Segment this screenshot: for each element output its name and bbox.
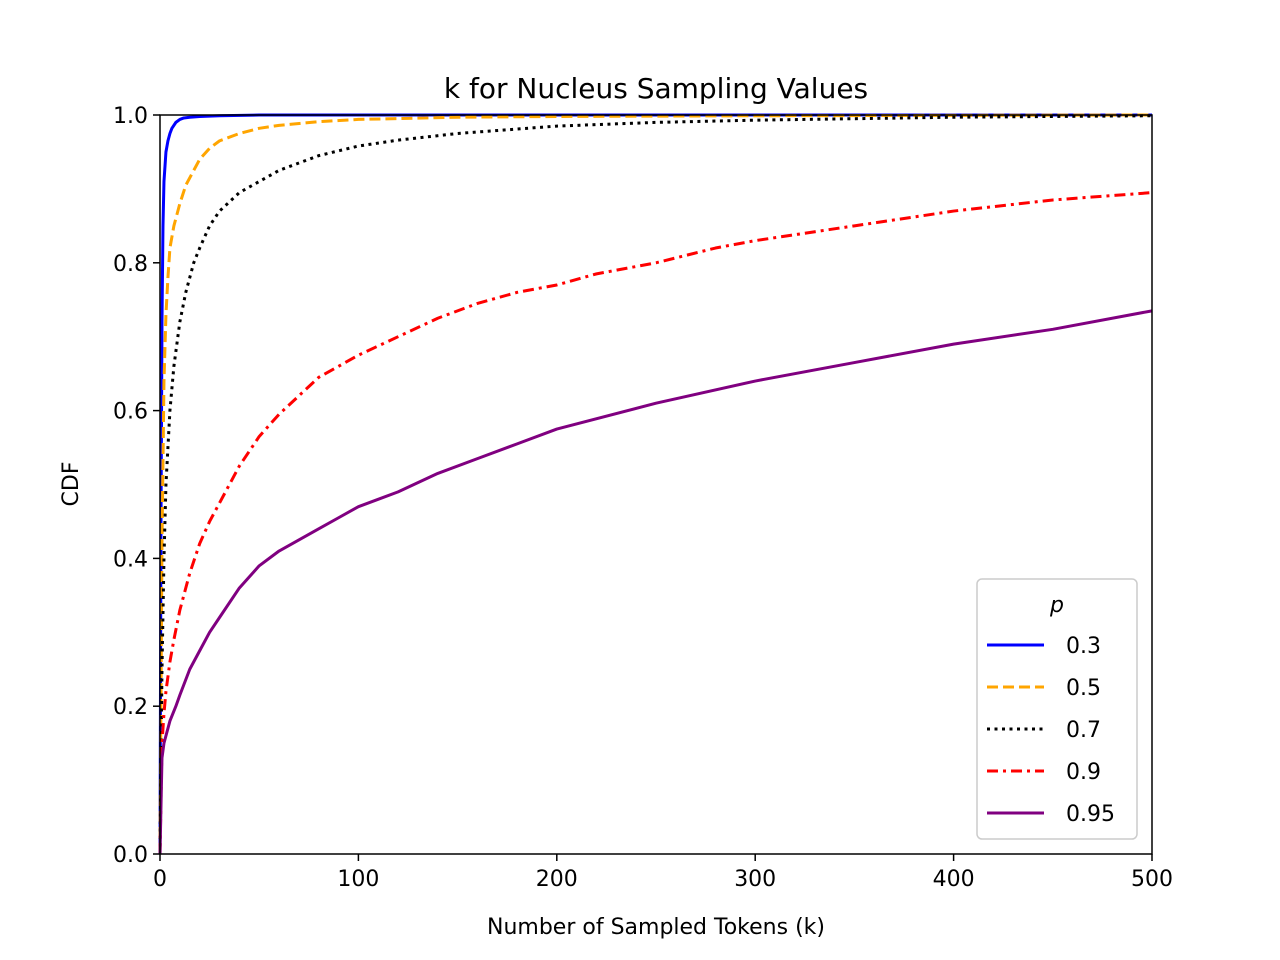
series-line-0-9: [158, 191, 1153, 855]
y-tick-label: 0.8: [113, 252, 148, 277]
y-tick-label: 0.2: [113, 695, 148, 720]
x-tick-label: 500: [1131, 867, 1173, 892]
legend-label: 0.95: [1066, 802, 1115, 827]
y-tick-label: 0.6: [113, 400, 148, 425]
x-tick-label: 100: [337, 867, 379, 892]
legend-label: 0.7: [1066, 718, 1101, 743]
legend-label: 0.5: [1066, 676, 1101, 701]
y-axis-label: CDF: [59, 462, 84, 507]
y-axis: 0.0 0.2 0.4 0.6 0.8 1.0: [113, 104, 160, 868]
chart-title: k for Nucleus Sampling Values: [444, 72, 868, 105]
legend-entries: 0.3 0.5 0.7 0.9 0.95: [987, 634, 1115, 827]
series-line-0-5: [158, 113, 1153, 855]
series-line-0-95: [158, 309, 1153, 855]
x-tick-label: 0: [153, 867, 167, 892]
x-axis-label: Number of Sampled Tokens (k): [487, 915, 825, 940]
plot-frame: [159, 114, 1153, 855]
legend-title: p: [1049, 593, 1064, 618]
x-tick-label: 200: [536, 867, 578, 892]
x-tick-label: 300: [734, 867, 776, 892]
y-tick-label: 1.0: [113, 104, 148, 129]
x-axis: 0 100 200 300 400 500: [153, 854, 1173, 892]
legend-box: [976, 578, 1138, 840]
x-tick-label: 400: [933, 867, 975, 892]
series-line-0-7: [158, 114, 1153, 855]
y-tick-label: 0.0: [113, 843, 148, 868]
legend-label: 0.3: [1066, 634, 1101, 659]
y-tick-label: 0.4: [113, 547, 148, 572]
legend-label: 0.9: [1066, 760, 1101, 785]
legend: p 0.3 0.5 0.7 0.9 0.95: [976, 578, 1138, 840]
